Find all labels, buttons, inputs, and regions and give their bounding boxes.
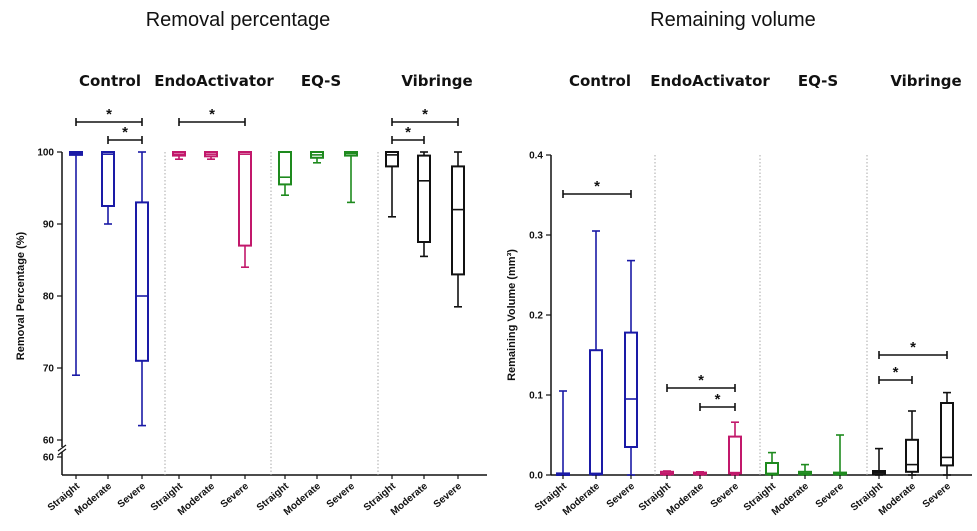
box — [278, 151, 292, 186]
box — [385, 151, 399, 168]
box — [101, 151, 115, 207]
box — [451, 165, 465, 276]
significance-star: * — [106, 106, 112, 123]
significance-star: * — [209, 106, 215, 123]
box-plot — [624, 259, 638, 476]
significance-bracket: * — [75, 106, 143, 126]
box-plot — [417, 151, 431, 258]
box-plot — [872, 447, 886, 476]
box-plot — [238, 151, 252, 269]
significance-star: * — [122, 124, 128, 141]
x-tick-label: Moderate — [877, 481, 918, 518]
y-tick-label: 0.1 — [529, 391, 543, 402]
chart-title: Remaining volume — [650, 9, 816, 31]
box-plot — [69, 151, 83, 377]
box — [238, 151, 252, 247]
y-tick-label: 80 — [43, 292, 55, 303]
y-tick-label: 0.4 — [529, 151, 543, 162]
significance-star: * — [715, 391, 721, 408]
x-tick-label: Moderate — [665, 481, 706, 518]
significance-bracket: * — [178, 106, 246, 126]
significance-bracket: * — [666, 372, 736, 392]
significance-star: * — [422, 106, 428, 123]
significance-bracket: * — [391, 124, 425, 144]
group-label: Vibringe — [401, 72, 472, 90]
box — [589, 349, 603, 476]
box-plot — [172, 151, 186, 160]
significance-star: * — [698, 372, 704, 389]
y-tick-label: 0.3 — [529, 231, 543, 242]
box — [940, 402, 954, 467]
significance-star: * — [893, 364, 899, 381]
x-tick-label: Severe — [116, 481, 149, 511]
box-plot — [798, 463, 812, 476]
box-plot — [589, 230, 603, 476]
remaining-volume-panel: Remaining volume Control EndoActivator EQ-S… — [506, 9, 972, 518]
significance-bracket: * — [878, 339, 948, 359]
y-axis-label: Removal Percentage (%) — [15, 231, 27, 360]
significance-star: * — [405, 124, 411, 141]
box-plot — [278, 151, 292, 196]
significance-star: * — [910, 339, 916, 356]
box-plot — [310, 151, 324, 164]
y-tick-label: 90 — [43, 220, 55, 231]
box-plot — [451, 151, 465, 308]
box-plot — [940, 391, 954, 476]
group-label: EndoActivator — [650, 72, 770, 90]
x-tick-label: Severe — [219, 481, 252, 511]
x-tick-label: Moderate — [770, 481, 811, 518]
y-tick-label: 100 — [37, 148, 54, 159]
x-tick-label: Severe — [814, 481, 847, 511]
group-label: Control — [569, 72, 631, 90]
box-plot — [204, 151, 218, 160]
x-tick-label: Severe — [432, 481, 465, 511]
box-plot — [385, 151, 399, 218]
significance-bracket: * — [699, 391, 736, 411]
group-label: EQ-S — [798, 72, 838, 90]
chart-title: Removal percentage — [146, 9, 331, 31]
box-plot — [728, 421, 742, 476]
y-tick-label: 60 — [43, 436, 55, 447]
box — [624, 331, 638, 449]
axis-break-mark — [57, 448, 67, 456]
y-axis-label: Remaining Volume (mm³) — [506, 249, 518, 381]
significance-bracket: * — [562, 178, 632, 198]
significance-bracket: * — [878, 364, 913, 384]
removal-percentage-panel: Removal percentage Control EndoActivator EQ… — [15, 9, 487, 518]
box-plot — [101, 151, 115, 225]
box-plot — [833, 434, 847, 476]
significance-star: * — [594, 178, 600, 195]
box-plot — [693, 470, 707, 476]
x-tick-label: Severe — [709, 481, 742, 511]
box-plot — [135, 151, 149, 427]
significance-bracket: * — [391, 106, 459, 126]
x-tick-label: Severe — [921, 481, 954, 511]
group-label: Vibringe — [890, 72, 961, 90]
significance-bracket: * — [107, 124, 143, 144]
box — [417, 154, 431, 244]
box — [905, 438, 919, 473]
box-plot — [765, 451, 779, 476]
group-label: Control — [79, 72, 141, 90]
x-tick-label: Severe — [325, 481, 358, 511]
box — [135, 201, 149, 362]
box-plot — [905, 410, 919, 476]
y-tick-label: 0.0 — [529, 471, 543, 482]
box — [765, 462, 779, 476]
x-tick-label: Severe — [605, 481, 638, 511]
box-plot — [660, 470, 674, 476]
y-tick-label: 70 — [43, 364, 55, 375]
group-label: EQ-S — [301, 72, 341, 90]
box-plot — [556, 390, 570, 476]
x-tick-label: Moderate — [561, 481, 602, 518]
y-tick-label: 0.2 — [529, 311, 543, 322]
box-plot — [344, 151, 358, 204]
axis-break-mark — [57, 444, 67, 452]
box — [728, 435, 742, 475]
group-label: EndoActivator — [154, 72, 274, 90]
y-tick-label: 60 — [43, 453, 55, 464]
